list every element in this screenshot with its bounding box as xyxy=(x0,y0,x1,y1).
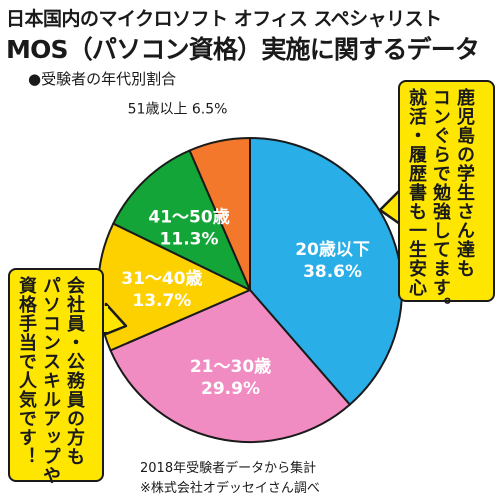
pie-value-label-41-50: 11.3% xyxy=(160,229,219,249)
callout-right: 鹿児島の学生さん達も コンぐらで勉強してます。 就活・履歴書も一生安心 xyxy=(398,80,495,316)
pie-slice-over-51 xyxy=(188,137,251,291)
pie-category-label-31-40: 31～40歳 xyxy=(121,268,202,289)
chart-caption: ●受験者の年代別割合 xyxy=(28,70,177,88)
page-subtitle: MOS（パソコン資格）実施に関するデータ xyxy=(6,35,480,64)
pie-value-label-21-30: 29.9% xyxy=(201,379,260,399)
callout-left-text: 会社員・公務員の方も パソコンスキルアップや 資格手当で人気です！ xyxy=(16,276,85,485)
data-source-note: 2018年受験者データから集計 xyxy=(140,461,317,476)
pie-slice-under-20 xyxy=(249,137,403,406)
pie-slice-41-50 xyxy=(112,149,251,291)
callout-right-text: 鹿児島の学生さん達も コンぐらで勉強してます。 就活・履歴書も一生安心 xyxy=(406,88,475,316)
callout-left-tail xyxy=(104,302,128,336)
credit-note: ※株式会社オデッセイさん調べ xyxy=(140,481,320,496)
pie-value-label-31-40: 13.7% xyxy=(132,291,191,311)
pie-slice-21-30 xyxy=(109,289,351,443)
callout-left: 会社員・公務員の方も パソコンスキルアップや 資格手当で人気です！ xyxy=(8,268,104,485)
page-title: 日本国内のマイクロソフト オフィス スペシャリスト xyxy=(6,8,442,30)
pie-category-label-41-50: 41～50歳 xyxy=(148,206,229,227)
pie-category-label-under-20: 20歳以下 xyxy=(295,239,370,260)
pie-category-label-21-30: 21～30歳 xyxy=(190,356,271,377)
pie-value-label-under-20: 38.6% xyxy=(303,262,362,282)
pie-label-over-51: 51歳以上 6.5% xyxy=(128,101,228,117)
